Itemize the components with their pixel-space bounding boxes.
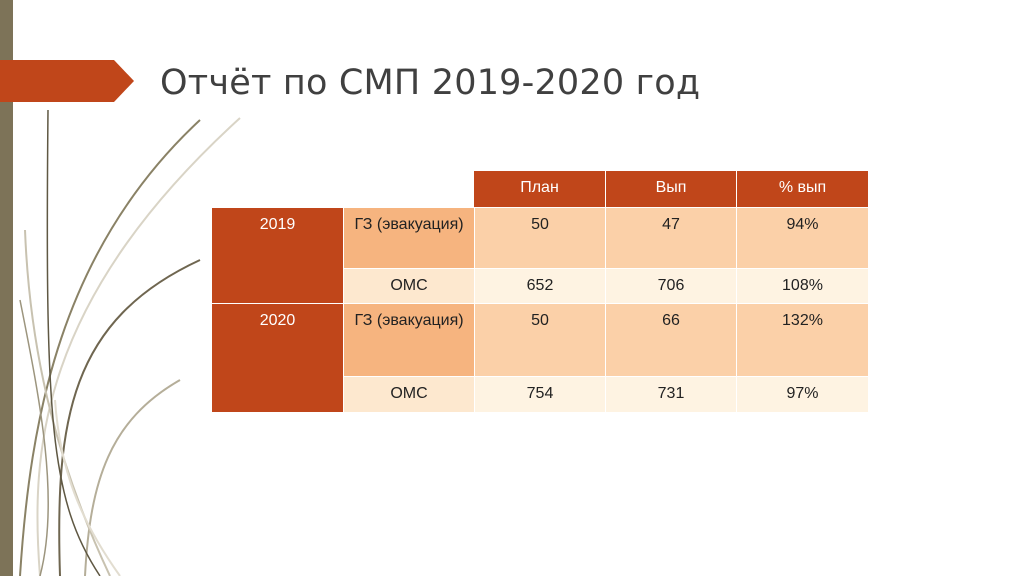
header-percent: % вып xyxy=(736,171,868,207)
left-accent-bar xyxy=(0,0,13,576)
percent-value: 97% xyxy=(736,376,868,412)
year-cell-2020: 2020 xyxy=(212,303,343,412)
done-value: 731 xyxy=(605,376,736,412)
plan-value: 50 xyxy=(474,207,605,268)
done-value: 66 xyxy=(605,303,736,376)
header-done: Вып xyxy=(605,171,736,207)
row-label: ГЗ (эвакуация) xyxy=(343,207,474,268)
percent-value: 94% xyxy=(736,207,868,268)
title-arrow-shape xyxy=(0,60,134,102)
decorative-curves xyxy=(19,109,241,576)
percent-value: 132% xyxy=(736,303,868,376)
plan-value: 754 xyxy=(474,376,605,412)
row-label: ОМС xyxy=(343,376,474,412)
corner-cell xyxy=(212,171,474,207)
plan-value: 652 xyxy=(474,268,605,303)
row-label: ГЗ (эвакуация) xyxy=(343,303,474,376)
slide-title: Отчёт по СМП 2019-2020 год xyxy=(160,63,701,103)
done-value: 706 xyxy=(605,268,736,303)
plan-value: 50 xyxy=(474,303,605,376)
done-value: 47 xyxy=(605,207,736,268)
year-cell-2019: 2019 xyxy=(212,207,343,303)
row-label: ОМС xyxy=(343,268,474,303)
percent-value: 108% xyxy=(736,268,868,303)
header-plan: План xyxy=(474,171,605,207)
